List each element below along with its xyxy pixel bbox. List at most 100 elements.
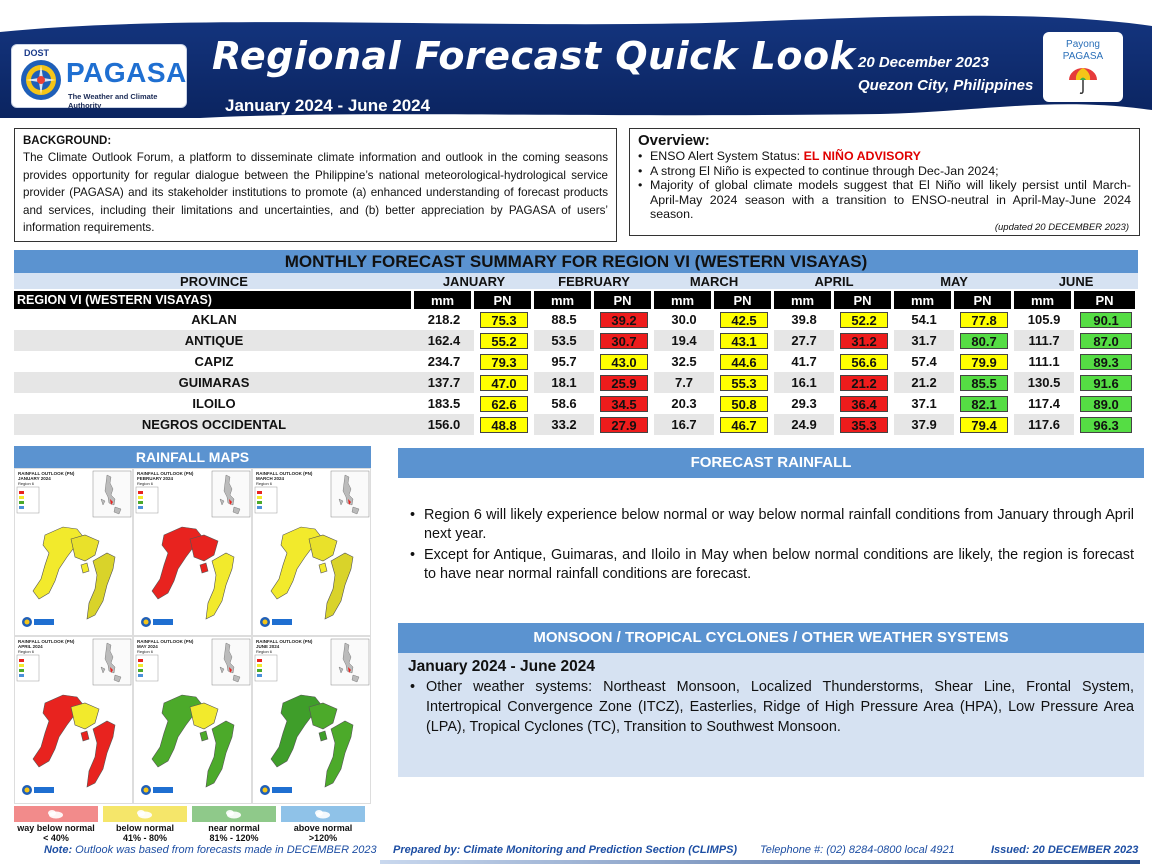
legend-label: way below normal bbox=[17, 823, 95, 833]
pn-value: 43.1 bbox=[720, 332, 769, 349]
mm-value: 88.5 bbox=[551, 312, 577, 327]
table-row: GUIMARAS 137.7 47.0 18.1 25.9 7.7 55.3 16.1 21.2… bbox=[14, 372, 1138, 393]
pn-cell: 43.1 bbox=[714, 330, 774, 351]
pn-cell: 56.6 bbox=[834, 351, 894, 372]
map-caption-region: Region 6 bbox=[137, 481, 154, 486]
footer-rule bbox=[380, 860, 1140, 864]
pn-value: 42.5 bbox=[720, 311, 769, 328]
background-panel: BACKGROUND: The Climate Outlook Forum, a… bbox=[14, 128, 617, 242]
pn-value: 21.2 bbox=[840, 374, 889, 391]
pn-value: 35.3 bbox=[840, 416, 889, 433]
cloud-icon bbox=[48, 810, 63, 819]
pn-header: PN bbox=[1074, 291, 1139, 309]
map-caption-title: RAINFALL OUTLOOK (PN) bbox=[137, 471, 194, 476]
pn-cell: 62.6 bbox=[474, 393, 534, 414]
pn-cell: 75.3 bbox=[474, 309, 534, 330]
pn-cell: 77.8 bbox=[954, 309, 1014, 330]
mm-value: 111.1 bbox=[1028, 354, 1060, 369]
pn-cell: 79.4 bbox=[954, 414, 1014, 435]
mm-value: 21.2 bbox=[894, 372, 955, 393]
pagasa-logo: DOST PAGASA The Weather and Climate Auth… bbox=[11, 44, 187, 110]
overview-item-strong-el-nino: A strong El Niño is expected to continue… bbox=[638, 164, 1131, 179]
map-caption-title: RAINFALL OUTLOOK (PN) bbox=[137, 639, 194, 644]
pn-cell: 80.7 bbox=[954, 330, 1014, 351]
issue-place: Quezon City, Philippines bbox=[858, 77, 1034, 94]
pn-value: 62.6 bbox=[480, 395, 529, 412]
pn-value: 56.6 bbox=[840, 353, 889, 370]
pn-value: 96.3 bbox=[1080, 416, 1133, 433]
mm-value: 16.7 bbox=[654, 414, 715, 435]
mm-value: 183.5 bbox=[427, 396, 461, 411]
pn-cell: 89.3 bbox=[1074, 351, 1138, 372]
mm-value: 111.7 bbox=[1014, 330, 1075, 351]
month-header-march: MARCH bbox=[654, 273, 775, 291]
map-caption-region: Region 6 bbox=[137, 649, 154, 654]
logo-dost-text: DOST bbox=[24, 48, 50, 58]
pn-cell: 35.3 bbox=[834, 414, 894, 435]
issue-date: 20 December 2023 bbox=[858, 54, 989, 71]
pn-value: 80.7 bbox=[960, 332, 1009, 349]
forecast-table-title: MONTHLY FORECAST SUMMARY FOR REGION VI (… bbox=[14, 250, 1138, 273]
logo-tagline: The Weather and Climate Authority bbox=[68, 92, 158, 110]
rainfall-maps-title: RAINFALL MAPS bbox=[14, 446, 371, 468]
pn-cell: 85.5 bbox=[954, 372, 1014, 393]
forecast-table: PROVINCE JANUARY FEBRUARY MARCH APRIL MA… bbox=[14, 273, 1139, 435]
mm-value: 117.6 bbox=[1014, 414, 1075, 435]
province-header: PROVINCE bbox=[14, 273, 414, 291]
legend-range: < 40% bbox=[43, 833, 69, 843]
footer: Note: Outlook was based from forecasts m… bbox=[0, 842, 1152, 864]
province-name: AKLAN bbox=[191, 312, 237, 327]
pn-cell: 30.7 bbox=[594, 330, 654, 351]
pn-cell: 43.0 bbox=[594, 351, 654, 372]
pn-cell: 48.8 bbox=[474, 414, 534, 435]
pn-value: 55.3 bbox=[720, 374, 769, 391]
pn-value: 34.5 bbox=[600, 395, 649, 412]
pn-cell: 39.2 bbox=[594, 309, 654, 330]
umbrella-icon bbox=[1069, 68, 1097, 94]
pn-value: 79.4 bbox=[960, 416, 1009, 433]
forecast-rainfall-item: Except for Antique, Guimaras, and Iloilo… bbox=[408, 546, 1134, 584]
mm-value: 30.0 bbox=[671, 312, 697, 327]
pn-cell: 79.3 bbox=[474, 351, 534, 372]
province-name: ILOILO bbox=[192, 396, 236, 411]
mm-value: 130.5 bbox=[1014, 372, 1075, 393]
mm-header: mm bbox=[654, 291, 715, 309]
mm-value: 218.2 bbox=[427, 312, 461, 327]
pn-value: 91.6 bbox=[1080, 374, 1133, 391]
map-caption-title: RAINFALL OUTLOOK (PN) bbox=[18, 471, 75, 476]
pn-cell: 55.3 bbox=[714, 372, 774, 393]
legend-item: below normal 41% - 80% bbox=[103, 806, 187, 846]
pn-cell: 42.5 bbox=[714, 309, 774, 330]
pn-cell: 36.4 bbox=[834, 393, 894, 414]
pn-value: 89.3 bbox=[1080, 353, 1133, 370]
forecast-rainfall-item: Region 6 will likely experience below no… bbox=[408, 506, 1134, 544]
pn-cell: 55.2 bbox=[474, 330, 534, 351]
month-header-february: FEBRUARY bbox=[534, 273, 655, 291]
mm-value: 32.5 bbox=[671, 354, 697, 369]
payong-line1: Payong bbox=[1066, 39, 1100, 50]
mm-header: mm bbox=[534, 291, 595, 309]
legend-swatch bbox=[14, 806, 98, 822]
pn-cell: 91.6 bbox=[1074, 372, 1138, 393]
legend-range: 81% - 120% bbox=[209, 833, 259, 843]
table-row: NEGROS OCCIDENTAL 156.0 48.8 33.2 27.9 16.7 46… bbox=[14, 414, 1138, 435]
pn-cell: 31.2 bbox=[834, 330, 894, 351]
pn-value: 85.5 bbox=[960, 374, 1009, 391]
footer-note: Note: Outlook was based from forecasts m… bbox=[44, 844, 377, 856]
payong-line2: PAGASA bbox=[1062, 51, 1104, 62]
pn-value: 43.0 bbox=[600, 353, 649, 370]
monsoon-item: Other weather systems: Northeast Monsoon… bbox=[408, 677, 1134, 737]
mm-value: 37.1 bbox=[911, 396, 937, 411]
pn-cell: 79.9 bbox=[954, 351, 1014, 372]
pn-cell: 47.0 bbox=[474, 372, 534, 393]
legend-swatch bbox=[281, 806, 365, 822]
pn-cell: 90.1 bbox=[1074, 309, 1138, 330]
legend-label: near normal bbox=[208, 823, 260, 833]
rainfall-legend: way below normal < 40% below normal 41% - 8… bbox=[14, 806, 371, 846]
region-map-icon bbox=[135, 470, 251, 627]
mm-value: 57.4 bbox=[911, 354, 937, 369]
pn-value: 87.0 bbox=[1080, 332, 1133, 349]
map-caption-month: APRIL 2024 bbox=[18, 644, 43, 649]
mm-value: 20.3 bbox=[671, 396, 697, 411]
mm-value: 27.7 bbox=[774, 330, 835, 351]
